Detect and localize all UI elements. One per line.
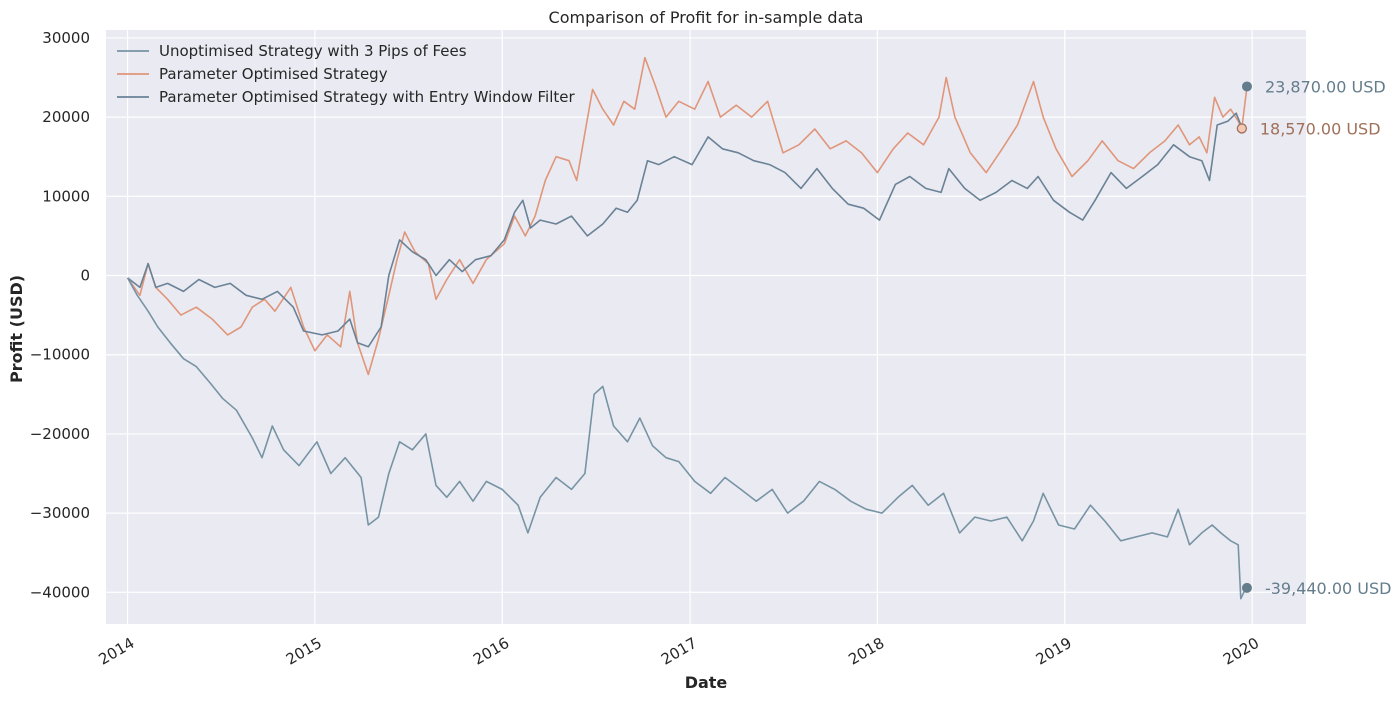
end-value-label: 23,870.00 USD bbox=[1265, 77, 1386, 96]
x-tick-label: 2014 bbox=[95, 634, 137, 669]
y-tick-label: 20000 bbox=[42, 108, 90, 126]
y-tick-label: 0 bbox=[80, 267, 90, 285]
legend-label: Parameter Optimised Strategy bbox=[159, 65, 388, 83]
y-axis-ticks: 30000 20000 10000 0 −10000 −20000 −30000 −40000 bbox=[30, 29, 90, 601]
y-tick-label: −20000 bbox=[30, 425, 90, 443]
end-value-label: -39,440.00 USD bbox=[1265, 579, 1391, 598]
end-point-marker bbox=[1241, 81, 1252, 92]
legend-label: Parameter Optimised Strategy with Entry … bbox=[159, 88, 575, 106]
chart-title: Comparison of Profit for in-sample data bbox=[549, 8, 864, 27]
end-markers: 23,870.00 USD 18,570.00 USD -39,440.00 USD bbox=[1236, 77, 1391, 598]
end-point-marker bbox=[1241, 582, 1252, 593]
x-tick-label: 2020 bbox=[1220, 634, 1262, 669]
x-axis-title: Date bbox=[685, 673, 728, 692]
legend-label: Unoptimised Strategy with 3 Pips of Fees bbox=[159, 42, 467, 60]
series-lines bbox=[126, 56, 1248, 600]
series-line-2 bbox=[127, 112, 1242, 348]
end-value-label: 18,570.00 USD bbox=[1260, 119, 1381, 138]
series-line-0 bbox=[126, 277, 1247, 600]
x-tick-label: 2017 bbox=[658, 634, 700, 669]
y-tick-label: −30000 bbox=[30, 504, 90, 522]
y-tick-label: −40000 bbox=[30, 583, 90, 601]
y-tick-label: 30000 bbox=[42, 29, 90, 47]
legend: Unoptimised Strategy with 3 Pips of Fees… bbox=[117, 42, 575, 106]
series-line-1 bbox=[126, 56, 1248, 376]
plot-area bbox=[106, 30, 1306, 624]
end-point-marker bbox=[1236, 123, 1247, 134]
grid-lines bbox=[106, 30, 1306, 624]
x-tick-label: 2019 bbox=[1033, 634, 1075, 669]
x-tick-label: 2018 bbox=[845, 634, 887, 669]
y-tick-label: 10000 bbox=[42, 187, 90, 205]
y-axis-title: Profit (USD) bbox=[7, 275, 26, 383]
x-axis-ticks: 2014 2015 2016 2017 2018 2019 2020 bbox=[95, 634, 1262, 669]
x-tick-label: 2016 bbox=[470, 634, 512, 669]
y-tick-label: −10000 bbox=[30, 346, 90, 364]
x-tick-label: 2015 bbox=[283, 634, 325, 669]
